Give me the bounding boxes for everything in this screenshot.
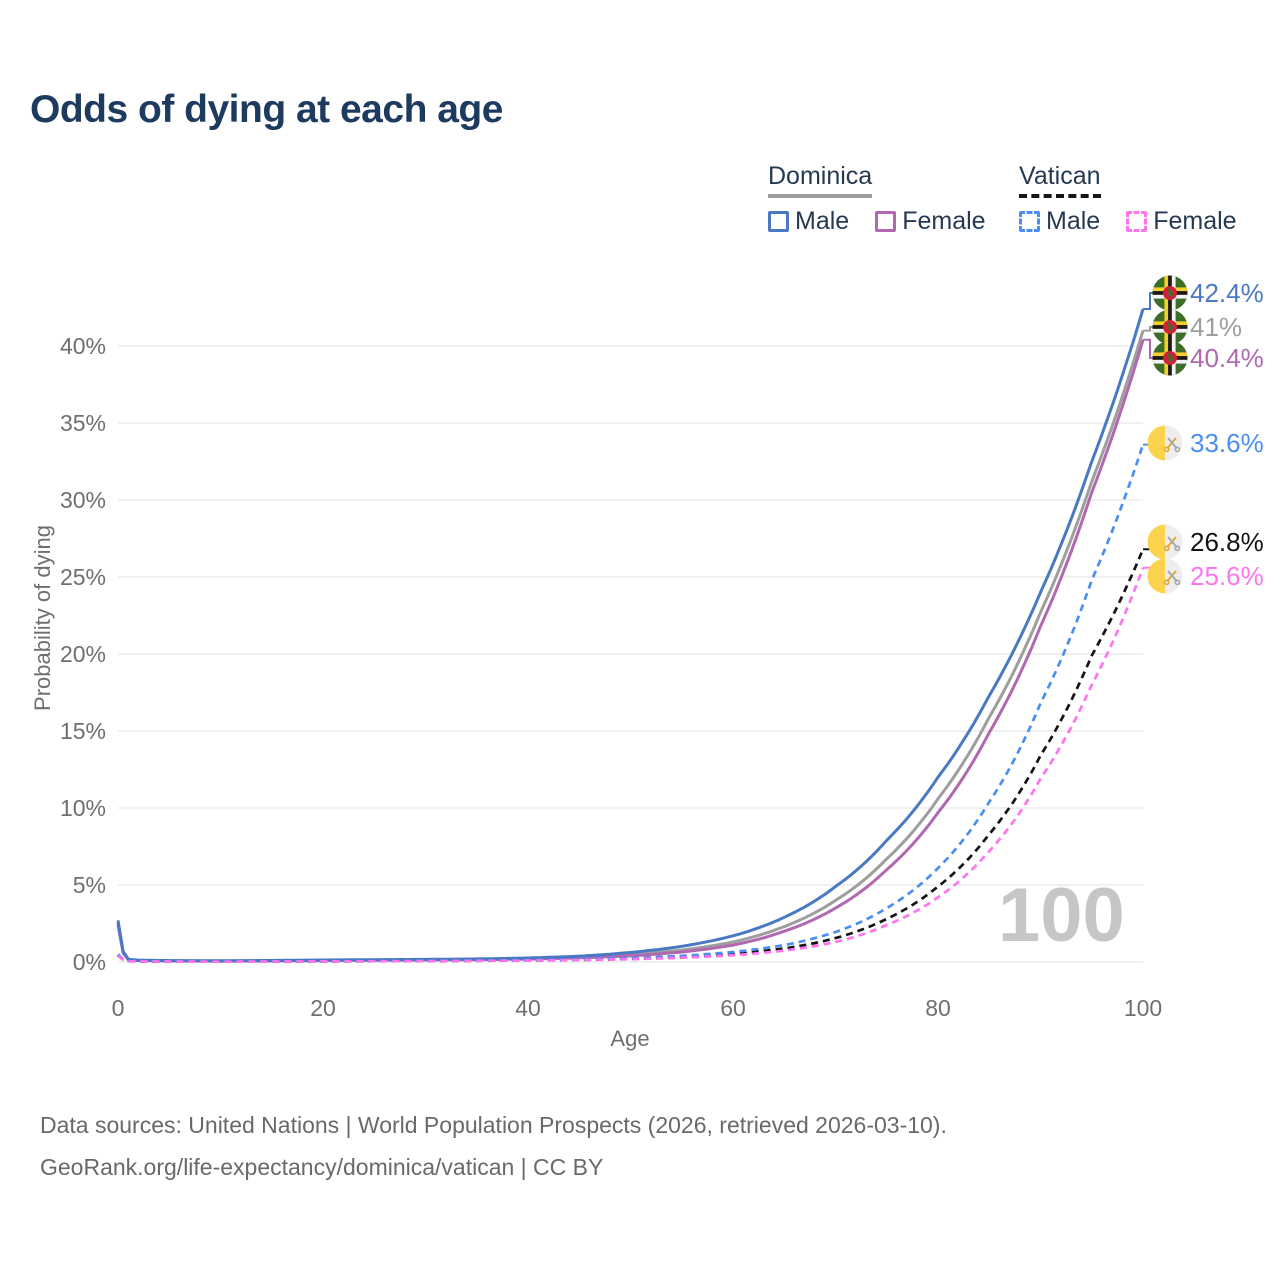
gold-key-bow <box>1163 446 1170 453</box>
y-tick-label: 10% <box>60 795 106 821</box>
series-lines <box>116 308 1145 964</box>
y-tick-label: 20% <box>60 641 106 667</box>
series-line-dominica-overall[interactable] <box>116 330 1145 963</box>
axis-tick-labels: 0% 5% 10% 15% 20% 25% 30% 35% 40% 0 20 40 60 80 100 <box>60 333 1162 1021</box>
y-tick-label: 35% <box>60 410 106 436</box>
flag-art <box>1147 558 1183 594</box>
legend-item-dominica-female[interactable]: Female <box>875 207 986 236</box>
series-line-vatican-male[interactable] <box>117 444 1145 963</box>
dominica-flag-icon <box>1152 275 1188 311</box>
legend-group-title-dominica: Dominica <box>768 162 873 190</box>
data-source-line1: Data sources: United Nations | World Pop… <box>40 1112 947 1138</box>
flag-yellow-half <box>1147 524 1165 560</box>
silver-key-bow <box>1174 579 1181 586</box>
sisserou-parrot <box>1168 323 1173 332</box>
series-line-vatican-overall[interactable] <box>117 548 1145 963</box>
legend-underline-vatican <box>1019 194 1101 198</box>
y-tick-label: 0% <box>73 949 106 975</box>
end-label-connector <box>1143 338 1153 359</box>
x-tick-label: 80 <box>925 995 951 1021</box>
end-label-connector <box>1143 326 1153 332</box>
y-tick-label: 30% <box>60 487 106 513</box>
page-title: Odds of dying at each age <box>30 88 503 131</box>
y-tick-label: 15% <box>60 718 106 744</box>
legend-swatch-vatican-male <box>1019 211 1040 232</box>
legend-item-label: Female <box>902 207 986 235</box>
flag-art <box>1152 340 1188 376</box>
end-value-label: 41% <box>1190 312 1242 342</box>
x-tick-label: 100 <box>1124 995 1162 1021</box>
end-value-label: 40.4% <box>1190 343 1264 373</box>
legend-item-vatican-male[interactable]: Male <box>1019 207 1100 236</box>
legend-item-vatican-female[interactable]: Female <box>1126 207 1237 236</box>
dominica-flag-icon <box>1152 309 1188 345</box>
silver-key <box>1167 437 1178 450</box>
legend-group-vatican: Vatican Male Female <box>1019 162 1237 236</box>
y-tick-label: 25% <box>60 564 106 590</box>
vatican-flag-icon <box>1147 425 1183 461</box>
data-source: Data sources: United Nations | World Pop… <box>40 1104 947 1188</box>
sisserou-parrot <box>1167 353 1171 357</box>
x-tick-label: 20 <box>310 995 336 1021</box>
legend-group-dominica: Dominica Male Female <box>768 162 986 236</box>
data-source-line2: GeoRank.org/life-expectancy/dominica/vat… <box>40 1154 604 1180</box>
silver-key <box>1167 536 1178 549</box>
silver-key-bow <box>1174 545 1181 552</box>
flag-yellow-half <box>1147 425 1165 461</box>
end-value-label: 42.4% <box>1190 278 1264 308</box>
legend-item-dominica-male[interactable]: Male <box>768 207 849 236</box>
sisserou-parrot <box>1167 288 1171 292</box>
flag-white-half <box>1165 558 1183 594</box>
flag-art <box>1152 275 1188 311</box>
gold-key-bow <box>1163 579 1170 586</box>
x-axis-title: Age <box>610 1026 649 1051</box>
dominica-flag-icon <box>1152 340 1188 376</box>
y-tick-label: 5% <box>73 872 106 898</box>
legend-item-label: Female <box>1153 207 1237 235</box>
silver-key <box>1167 570 1178 583</box>
flag-yellow-half <box>1147 558 1165 594</box>
legend-group-title-vatican: Vatican <box>1019 162 1101 190</box>
legend-underline-dominica <box>768 194 873 198</box>
vatican-flag-icon <box>1147 524 1183 560</box>
end-labels: 42.4% 41%40.4% 33.6% 26.8% 25.6% <box>1143 275 1264 594</box>
silver-key-bow <box>1174 446 1181 453</box>
gold-key-bow <box>1163 545 1170 552</box>
flag-art <box>1152 309 1188 345</box>
flag-art <box>1147 425 1183 461</box>
sisserou-parrot <box>1168 354 1173 363</box>
series-line-vatican-female[interactable] <box>117 567 1145 964</box>
legend-swatch-vatican-female <box>1126 211 1148 232</box>
series-line-dominica-female[interactable] <box>116 339 1145 963</box>
series-line-dominica-male[interactable] <box>116 308 1145 963</box>
legend-swatch-dominica-male <box>768 211 789 232</box>
vatican-flag-icon <box>1147 558 1183 594</box>
flag-art <box>1147 524 1183 560</box>
hover-age-watermark: 100 <box>998 873 1125 958</box>
x-tick-label: 0 <box>112 995 125 1021</box>
end-label-connector <box>1143 292 1153 310</box>
y-tick-label: 40% <box>60 333 106 359</box>
end-value-label: 26.8% <box>1190 527 1264 557</box>
flag-white-half <box>1165 524 1183 560</box>
flag-white-half <box>1165 425 1183 461</box>
legend-item-label: Male <box>795 207 850 235</box>
sisserou-parrot <box>1168 289 1173 298</box>
sisserou-parrot <box>1167 322 1171 326</box>
legend-item-label: Male <box>1046 207 1101 235</box>
x-tick-label: 40 <box>515 995 541 1021</box>
legend-swatch-dominica-female <box>875 211 897 232</box>
end-value-label: 33.6% <box>1190 428 1264 458</box>
gridlines <box>118 345 1143 963</box>
end-value-label: 25.6% <box>1190 561 1264 591</box>
x-tick-label: 60 <box>720 995 746 1021</box>
y-axis-title: Probability of dying <box>30 525 55 711</box>
